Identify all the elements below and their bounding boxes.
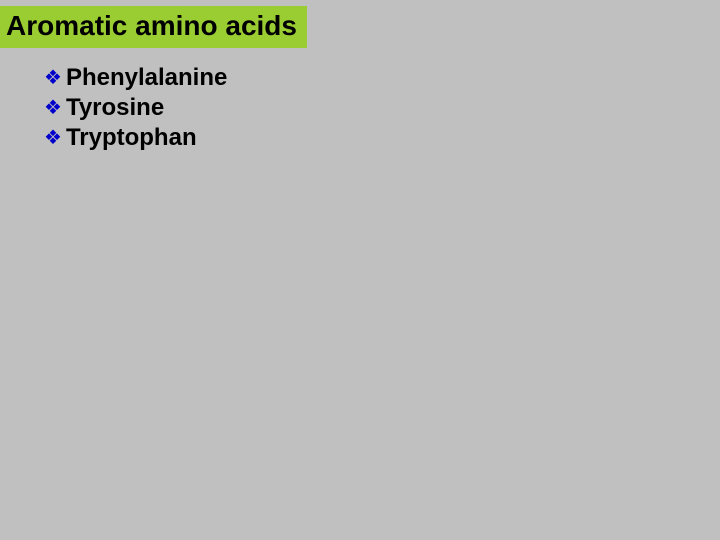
list-item: ❖ Tryptophan [44, 124, 720, 152]
list-item-label: Phenylalanine [66, 64, 227, 92]
title-box: Aromatic amino acids [0, 6, 307, 48]
diamond-bullet-icon: ❖ [44, 128, 62, 148]
diamond-bullet-icon: ❖ [44, 68, 62, 88]
list-item: ❖ Tyrosine [44, 94, 720, 122]
list-item: ❖ Phenylalanine [44, 64, 720, 92]
amino-acid-list: ❖ Phenylalanine ❖ Tyrosine ❖ Tryptophan [44, 64, 720, 152]
list-item-label: Tyrosine [66, 94, 164, 122]
list-item-label: Tryptophan [66, 124, 197, 152]
diamond-bullet-icon: ❖ [44, 98, 62, 118]
page-title: Aromatic amino acids [6, 10, 297, 41]
